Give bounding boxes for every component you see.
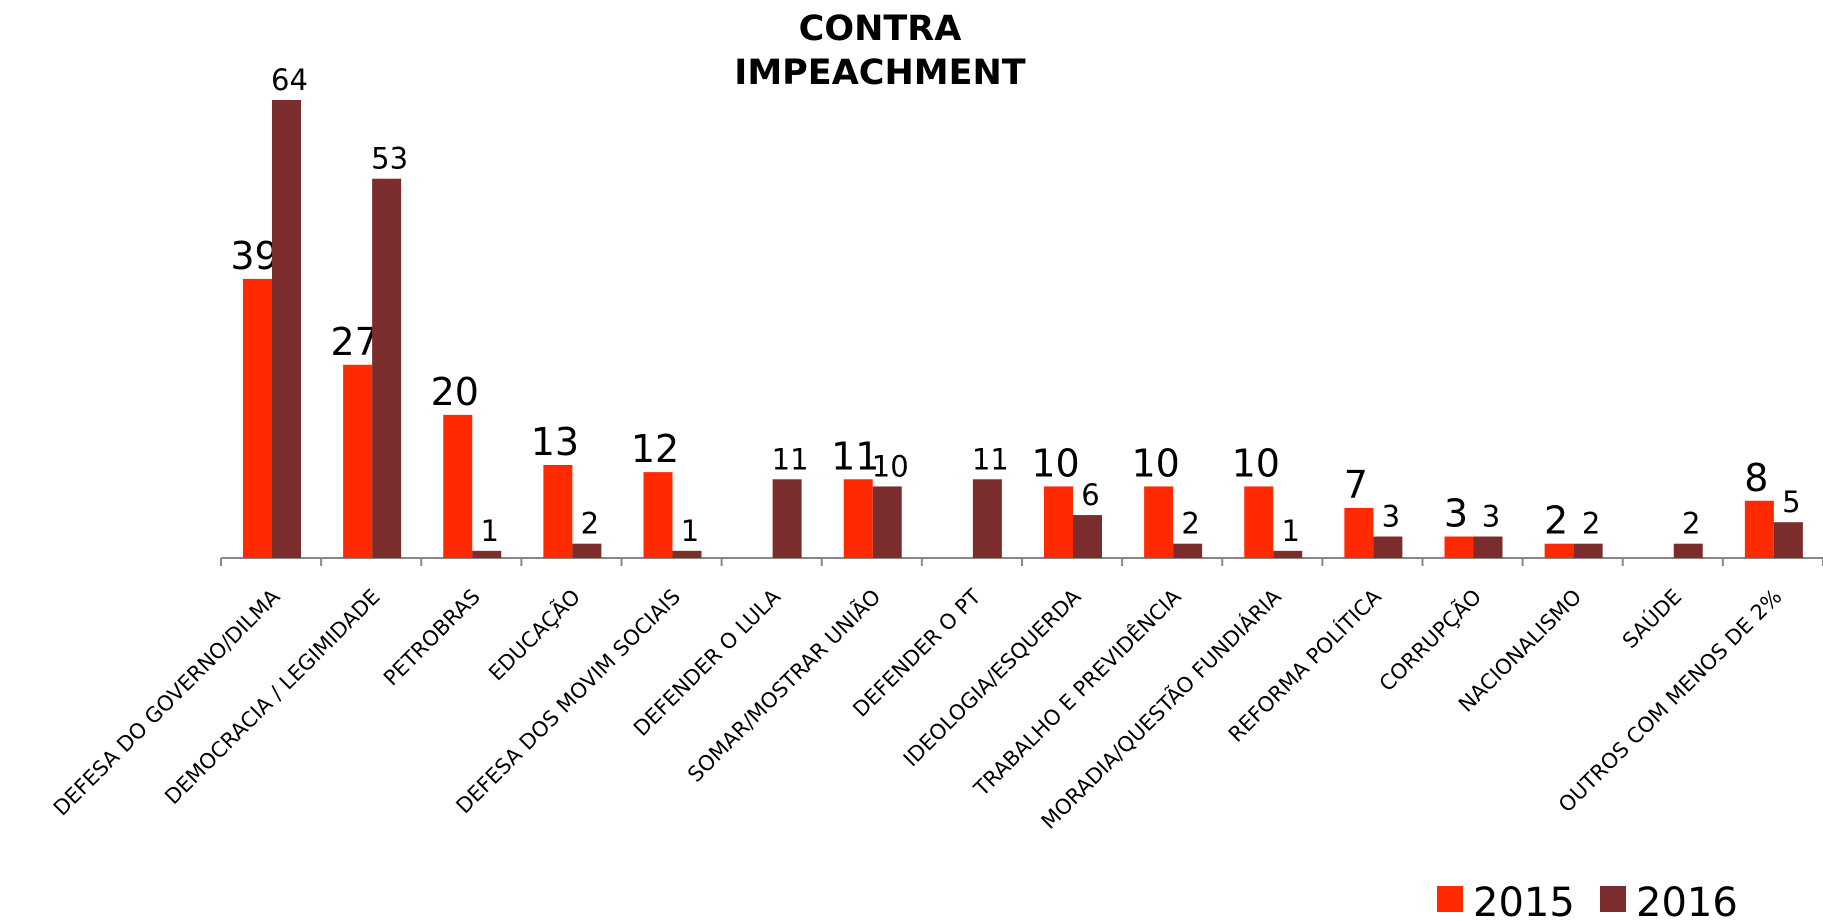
data-label: 2 bbox=[581, 507, 599, 541]
bar bbox=[1573, 543, 1603, 558]
x-tick-label: PETROBRAS bbox=[379, 585, 485, 691]
data-label: 11 bbox=[972, 442, 1009, 476]
bar bbox=[543, 464, 573, 558]
data-label: 13 bbox=[531, 420, 579, 464]
data-label: 6 bbox=[1081, 478, 1099, 512]
x-tick-label: EDUCAÇÃO bbox=[483, 583, 585, 685]
bar bbox=[1144, 486, 1174, 558]
bar bbox=[1373, 536, 1403, 558]
x-tick-label: IDEOLOGIA/ESQUERDA bbox=[899, 584, 1086, 771]
chart-title: CONTRA bbox=[799, 9, 962, 49]
bar bbox=[1673, 543, 1703, 558]
bar bbox=[1473, 536, 1503, 558]
bar bbox=[1444, 536, 1474, 558]
data-label: 2 bbox=[1181, 507, 1199, 541]
data-label: 27 bbox=[330, 320, 378, 364]
bar bbox=[843, 479, 873, 558]
x-tick-label: CORRUPÇÃO bbox=[1373, 583, 1486, 696]
legend-label: 2016 bbox=[1636, 880, 1738, 921]
bar bbox=[1073, 515, 1102, 558]
x-tick-label: TRABALHO E PREVIDÊNCIA bbox=[968, 583, 1186, 801]
legend-swatch bbox=[1437, 886, 1463, 912]
data-label: 2 bbox=[1682, 507, 1700, 541]
bar bbox=[672, 550, 702, 558]
x-tick-label: OUTROS COM MENOS DE 2% bbox=[1554, 585, 1787, 818]
data-label: 11 bbox=[772, 442, 809, 476]
bar bbox=[443, 414, 473, 558]
data-label: 10 bbox=[1031, 441, 1079, 485]
bar bbox=[472, 550, 502, 558]
data-label: 2 bbox=[1544, 499, 1568, 543]
data-label: 12 bbox=[631, 427, 679, 471]
bar bbox=[572, 543, 602, 558]
data-label: 1 bbox=[681, 514, 699, 548]
bar bbox=[1344, 507, 1374, 558]
data-label: 10 bbox=[872, 449, 909, 483]
x-tick-label: SOMAR/MOSTRAR UNIÃO bbox=[682, 583, 886, 787]
x-tick-label: SAÚDE bbox=[1617, 584, 1686, 653]
data-label: 8 bbox=[1744, 456, 1768, 500]
data-label: 39 bbox=[230, 234, 278, 278]
data-label: 2 bbox=[1582, 507, 1600, 541]
x-tick-label: DEMOCRACIA / LEGIMIDADE bbox=[160, 585, 385, 810]
data-label: 3 bbox=[1444, 492, 1468, 536]
bar bbox=[1173, 543, 1203, 558]
bar bbox=[1244, 486, 1274, 558]
bar bbox=[272, 100, 301, 558]
data-label: 5 bbox=[1782, 485, 1800, 519]
bar bbox=[772, 479, 802, 558]
data-label: 3 bbox=[1482, 500, 1500, 534]
bar bbox=[243, 278, 272, 558]
bar bbox=[1744, 500, 1774, 558]
legend-label: 2015 bbox=[1473, 880, 1575, 921]
bar bbox=[872, 486, 902, 558]
data-label: 10 bbox=[1131, 441, 1179, 485]
data-label: 20 bbox=[431, 370, 479, 414]
legend-swatch bbox=[1600, 886, 1626, 912]
bar bbox=[972, 479, 1002, 558]
data-label: 53 bbox=[371, 142, 408, 176]
data-label: 7 bbox=[1344, 463, 1368, 507]
bar bbox=[643, 472, 673, 558]
bar bbox=[372, 178, 402, 558]
data-label: 11 bbox=[831, 434, 879, 478]
bar bbox=[343, 364, 373, 558]
data-label: 1 bbox=[1282, 514, 1300, 548]
bar bbox=[1773, 522, 1803, 558]
data-label: 1 bbox=[481, 514, 499, 548]
chart-title: IMPEACHMENT bbox=[734, 53, 1026, 93]
data-label: 3 bbox=[1382, 500, 1400, 534]
bar bbox=[1044, 486, 1073, 558]
data-label: 64 bbox=[271, 63, 308, 97]
bar bbox=[1273, 550, 1303, 558]
data-label: 10 bbox=[1232, 441, 1280, 485]
bar bbox=[1544, 543, 1574, 558]
